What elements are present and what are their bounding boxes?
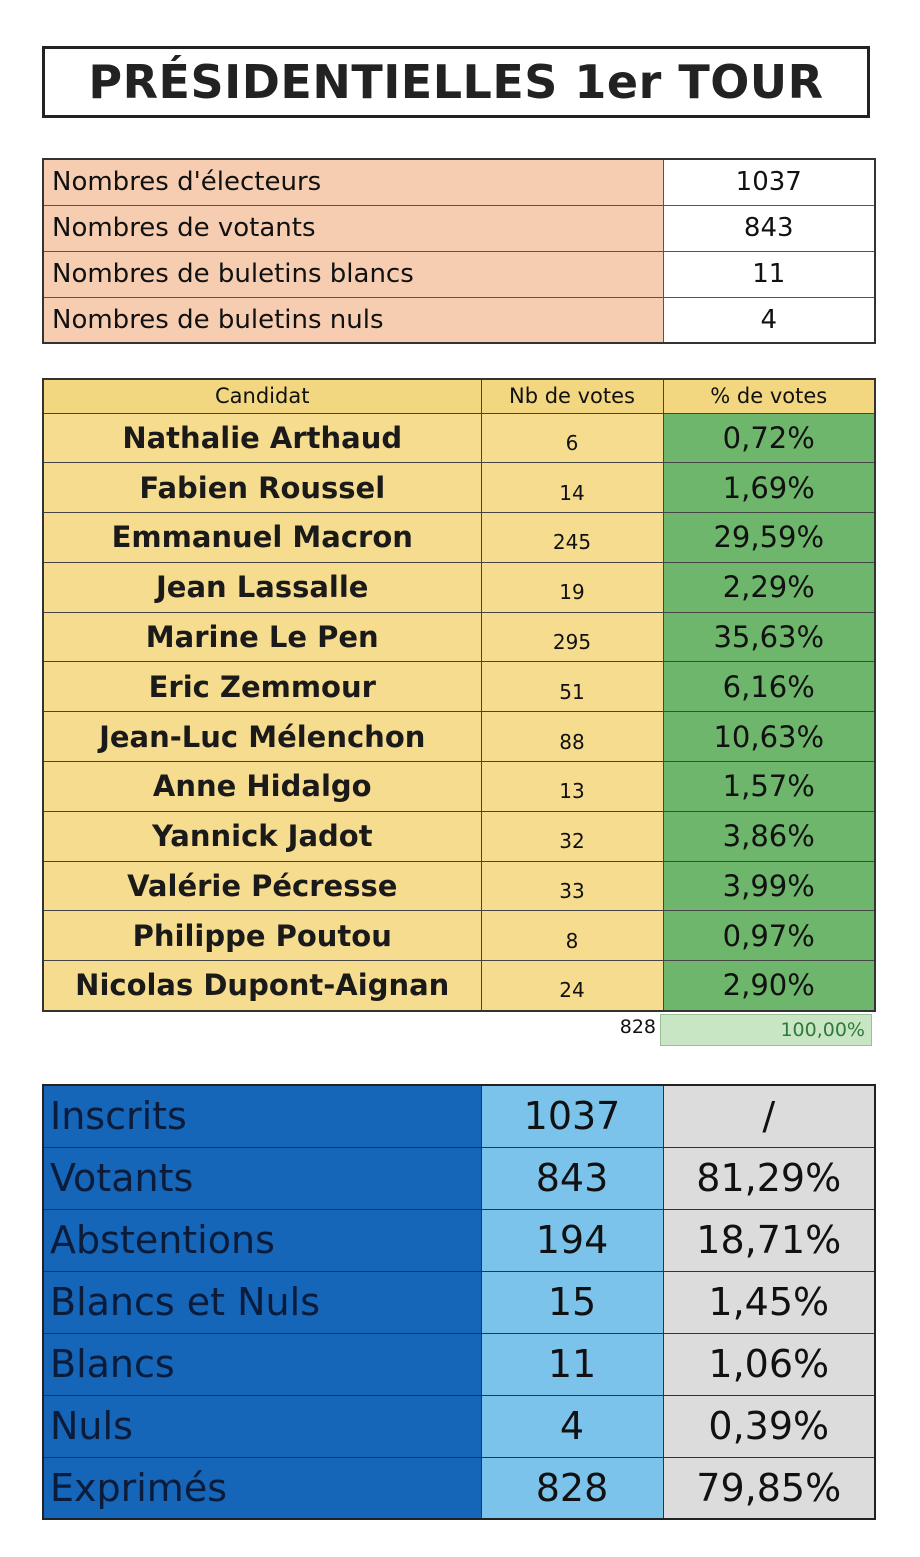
stat-value: 4 — [480, 1394, 664, 1458]
candidate-votes: 33 — [480, 860, 664, 912]
candidate-name: Fabien Roussel — [42, 462, 482, 514]
candidate-votes: 24 — [480, 960, 664, 1012]
table-row: Philippe Poutou 8 0,97% — [42, 910, 876, 962]
candidate-percent: 6,16% — [662, 661, 876, 713]
total-percent: 100,00% — [660, 1014, 872, 1046]
candidate-votes: 6 — [480, 412, 664, 464]
candidate-votes: 88 — [480, 711, 664, 763]
voters-label: Nombres de votants — [42, 204, 664, 252]
candidate-percent: 1,69% — [662, 462, 876, 514]
stat-percent: 1,45% — [662, 1270, 876, 1334]
stat-label: Inscrits — [42, 1084, 482, 1148]
electors-label: Nombres d'électeurs — [42, 158, 664, 206]
table-row: Eric Zemmour 51 6,16% — [42, 661, 876, 713]
candidate-name: Jean Lassalle — [42, 561, 482, 613]
stat-value: 843 — [480, 1146, 664, 1210]
stat-percent: 18,71% — [662, 1208, 876, 1272]
blank-ballots-label: Nombres de buletins blancs — [42, 250, 664, 298]
table-row: Abstentions 194 18,71% — [42, 1208, 876, 1272]
candidate-percent: 3,86% — [662, 810, 876, 862]
candidate-name: Emmanuel Macron — [42, 512, 482, 563]
table-row: Exprimés 828 79,85% — [42, 1456, 876, 1520]
candidate-votes: 51 — [480, 661, 664, 713]
candidate-votes: 295 — [480, 611, 664, 663]
table-row: Jean-Luc Mélenchon 88 10,63% — [42, 711, 876, 763]
table-row: Yannick Jadot 32 3,86% — [42, 810, 876, 862]
candidate-votes: 19 — [480, 561, 664, 613]
table-row: Nicolas Dupont-Aignan 24 2,90% — [42, 960, 876, 1012]
stats-table: Inscrits 1037 / Votants 843 81,29% Abste… — [42, 1084, 876, 1520]
candidate-name: Nicolas Dupont-Aignan — [42, 960, 482, 1012]
null-ballots-value: 4 — [662, 296, 876, 344]
candidate-votes: 8 — [480, 910, 664, 962]
null-ballots-label: Nombres de buletins nuls — [42, 296, 664, 344]
candidate-percent: 10,63% — [662, 711, 876, 763]
candidate-name: Nathalie Arthaud — [42, 412, 482, 464]
stat-value: 1037 — [480, 1084, 664, 1148]
table-row: Blancs 11 1,06% — [42, 1332, 876, 1396]
table-row: Anne Hidalgo 13 1,57% — [42, 761, 876, 812]
header-candidate: Candidat — [42, 378, 482, 414]
stat-value: 194 — [480, 1208, 664, 1272]
candidate-name: Marine Le Pen — [42, 611, 482, 663]
candidate-percent: 0,72% — [662, 412, 876, 464]
table-row: Votants 843 81,29% — [42, 1146, 876, 1210]
stat-label: Blancs et Nuls — [42, 1270, 482, 1334]
candidate-percent: 3,99% — [662, 860, 876, 912]
stat-label: Exprimés — [42, 1456, 482, 1520]
candidate-votes: 13 — [480, 761, 664, 812]
candidate-name: Valérie Pécresse — [42, 860, 482, 912]
candidate-votes: 14 — [480, 462, 664, 514]
table-row: Nombres de buletins blancs 11 — [42, 250, 876, 298]
candidate-name: Jean-Luc Mélenchon — [42, 711, 482, 763]
table-row: Nuls 4 0,39% — [42, 1394, 876, 1458]
header-percent: % de votes — [662, 378, 876, 414]
candidate-percent: 1,57% — [662, 761, 876, 812]
candidate-name: Philippe Poutou — [42, 910, 482, 962]
table-row: Emmanuel Macron 245 29,59% — [42, 512, 876, 563]
stat-label: Nuls — [42, 1394, 482, 1458]
candidate-name: Yannick Jadot — [42, 810, 482, 862]
stat-percent: / — [662, 1084, 876, 1148]
electors-table: Nombres d'électeurs 1037 Nombres de vota… — [42, 158, 876, 344]
total-votes: 828 — [619, 1016, 656, 1038]
candidate-votes: 32 — [480, 810, 664, 862]
candidates-table: Candidat Nb de votes % de votes Nathalie… — [42, 378, 876, 1012]
table-row: Nombres d'électeurs 1037 — [42, 158, 876, 206]
stat-percent: 81,29% — [662, 1146, 876, 1210]
candidate-votes: 245 — [480, 512, 664, 563]
table-row: Marine Le Pen 295 35,63% — [42, 611, 876, 663]
stat-value: 11 — [480, 1332, 664, 1396]
table-row: Nombres de votants 843 — [42, 204, 876, 252]
table-row: Inscrits 1037 / — [42, 1084, 876, 1148]
candidate-name: Eric Zemmour — [42, 661, 482, 713]
table-row: Jean Lassalle 19 2,29% — [42, 561, 876, 613]
blank-ballots-value: 11 — [662, 250, 876, 298]
stat-label: Abstentions — [42, 1208, 482, 1272]
candidate-percent: 0,97% — [662, 910, 876, 962]
header-votes: Nb de votes — [480, 378, 664, 414]
table-row: Blancs et Nuls 15 1,45% — [42, 1270, 876, 1334]
stat-value: 828 — [480, 1456, 664, 1520]
candidates-header-row: Candidat Nb de votes % de votes — [42, 378, 876, 414]
candidate-name: Anne Hidalgo — [42, 761, 482, 812]
candidate-percent: 35,63% — [662, 611, 876, 663]
candidate-percent: 29,59% — [662, 512, 876, 563]
candidate-percent: 2,29% — [662, 561, 876, 613]
stat-value: 15 — [480, 1270, 664, 1334]
table-row: Nathalie Arthaud 6 0,72% — [42, 412, 876, 464]
table-row: Valérie Pécresse 33 3,99% — [42, 860, 876, 912]
stat-percent: 1,06% — [662, 1332, 876, 1396]
electors-value: 1037 — [662, 158, 876, 206]
stat-label: Blancs — [42, 1332, 482, 1396]
table-row: Fabien Roussel 14 1,69% — [42, 462, 876, 514]
page-title: PRÉSIDENTIELLES 1er TOUR — [42, 46, 870, 118]
stat-percent: 79,85% — [662, 1456, 876, 1520]
stat-percent: 0,39% — [662, 1394, 876, 1458]
table-row: Nombres de buletins nuls 4 — [42, 296, 876, 344]
voters-value: 843 — [662, 204, 876, 252]
candidate-percent: 2,90% — [662, 960, 876, 1012]
stat-label: Votants — [42, 1146, 482, 1210]
